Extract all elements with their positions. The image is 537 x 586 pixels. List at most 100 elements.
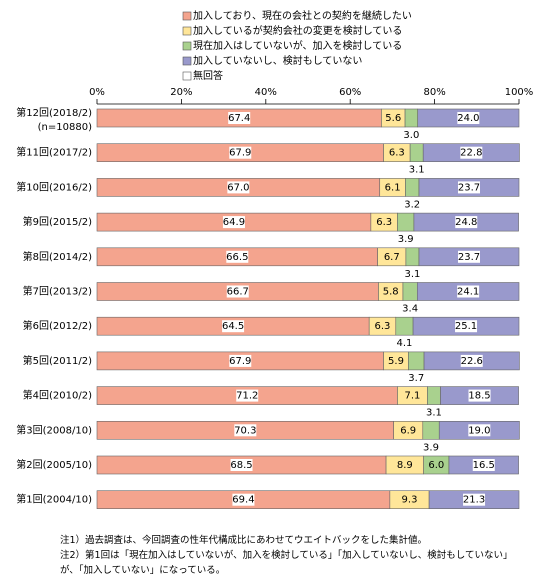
- category-label: 第11回(2017/2): [16, 146, 92, 159]
- bar-segment: [422, 420, 440, 440]
- legend-label: 無回答: [193, 69, 223, 82]
- x-tick-label: 20%: [170, 87, 192, 98]
- value-label: 5.8: [383, 287, 399, 298]
- value-label: 3.1: [409, 165, 425, 176]
- x-tick-label: 0%: [89, 87, 105, 98]
- value-label: 3.1: [426, 408, 442, 419]
- legend-label: 現在加入はしていないが、加入を検討している: [193, 39, 402, 52]
- value-label: 67.9: [229, 356, 251, 367]
- value-label: 68.5: [230, 460, 252, 471]
- value-label: 9.3: [402, 495, 418, 506]
- value-label: 66.7: [227, 287, 249, 298]
- value-label: 6.7: [384, 252, 400, 263]
- value-label: 22.6: [461, 356, 483, 367]
- value-label: 6.3: [375, 321, 391, 332]
- category-label: 第12回(2018/2): [16, 106, 92, 119]
- value-label: 24.0: [457, 113, 479, 124]
- label-bg: [230, 459, 253, 471]
- category-label: 第4回(2010/2): [23, 389, 92, 402]
- value-label: 3.1: [404, 269, 420, 280]
- category-label: 第3回(2008/10): [16, 423, 92, 436]
- legend-swatch: [182, 11, 192, 21]
- value-label: 23.7: [458, 182, 480, 193]
- value-label: 5.6: [385, 113, 401, 124]
- label-bg: [460, 354, 483, 367]
- legend-swatch: [182, 56, 192, 66]
- x-tick-label: 60%: [339, 87, 361, 98]
- label-bg: [228, 112, 251, 124]
- category-label: 第8回(2014/2): [23, 250, 92, 263]
- label-bg: [229, 354, 252, 367]
- chart: 加入しており、現在の会社との契約を継続したい加入しているが契約会社の変更を検討し…: [16, 9, 533, 510]
- sample-size: (n=10880): [38, 122, 92, 133]
- value-label: 70.3: [234, 425, 256, 436]
- label-bg: [222, 216, 245, 229]
- value-label: 22.8: [460, 148, 482, 159]
- value-label: 6.3: [376, 217, 392, 228]
- label-bg: [227, 181, 250, 194]
- value-label: 23.7: [458, 252, 480, 263]
- label-bg: [222, 320, 245, 333]
- value-label: 3.2: [404, 199, 420, 210]
- legend-label: 加入しており、現在の会社との契約を継続したい: [193, 9, 412, 22]
- category-label: 第5回(2011/2): [23, 354, 92, 367]
- value-label: 3.7: [408, 373, 424, 384]
- legend-label: 加入しているが契約会社の変更を検討している: [193, 24, 402, 37]
- value-label: 8.9: [397, 460, 413, 471]
- label-bg: [226, 285, 249, 298]
- category-label: 第2回(2005/10): [16, 458, 92, 471]
- category-label: 第1回(2004/10): [16, 493, 92, 506]
- legend-label: 加入していないし、検討もしていない: [193, 54, 362, 67]
- notes: 注1）過去調査は、今回調査の性年代構成比にあわせてウエイトバックをした集計値。 …: [60, 533, 530, 578]
- value-label: 18.5: [468, 391, 490, 402]
- label-bg: [455, 320, 478, 333]
- bar-segment: [405, 247, 420, 267]
- label-bg: [457, 285, 480, 298]
- value-label: 3.4: [402, 304, 418, 315]
- label-bg: [457, 112, 480, 124]
- value-label: 24.8: [455, 217, 477, 228]
- legend-swatch: [182, 71, 192, 81]
- label-bg: [472, 459, 495, 471]
- value-label: 71.2: [236, 391, 258, 402]
- label-bg: [234, 424, 257, 437]
- label-bg: [229, 146, 252, 159]
- category-label: 第7回(2013/2): [23, 285, 92, 298]
- bar-segment: [404, 108, 419, 128]
- note: 注1）過去調査は、今回調査の性年代構成比にあわせてウエイトバックをした集計値。: [60, 535, 428, 546]
- label-bg: [468, 389, 491, 402]
- category-label: 第9回(2015/2): [23, 215, 92, 228]
- category-label: 第10回(2016/2): [16, 180, 92, 193]
- bar-segment: [427, 386, 441, 405]
- note: 注2）第1回は「現在加入はしていないが、加入を検討している」「加入していないし、…: [60, 550, 513, 576]
- bar-segment: [405, 178, 420, 197]
- value-label: 64.5: [222, 321, 244, 332]
- value-label: 69.4: [232, 495, 254, 506]
- value-label: 4.1: [396, 338, 412, 349]
- label-bg: [232, 493, 255, 506]
- bar-segment: [402, 282, 418, 301]
- label-bg: [457, 250, 480, 263]
- label-bg: [455, 216, 478, 229]
- value-label: 66.5: [226, 252, 248, 263]
- value-label: 3.0: [403, 130, 419, 141]
- value-label: 3.9: [398, 234, 414, 245]
- value-label: 64.9: [223, 217, 245, 228]
- value-label: 67.0: [227, 182, 249, 193]
- value-label: 16.5: [473, 460, 495, 471]
- value-label: 67.9: [229, 148, 251, 159]
- label-bg: [457, 181, 480, 194]
- value-label: 6.9: [400, 425, 416, 436]
- bar-segment: [395, 316, 414, 336]
- value-label: 6.0: [428, 460, 444, 471]
- value-label: 7.1: [404, 391, 420, 402]
- legend-swatch: [182, 41, 192, 51]
- value-label: 21.3: [463, 495, 485, 506]
- x-tick-label: 80%: [423, 87, 445, 98]
- label-bg: [226, 250, 249, 263]
- value-label: 6.1: [385, 182, 401, 193]
- legend-swatch: [182, 26, 192, 36]
- label-bg: [236, 389, 259, 402]
- bar-segment: [408, 351, 425, 371]
